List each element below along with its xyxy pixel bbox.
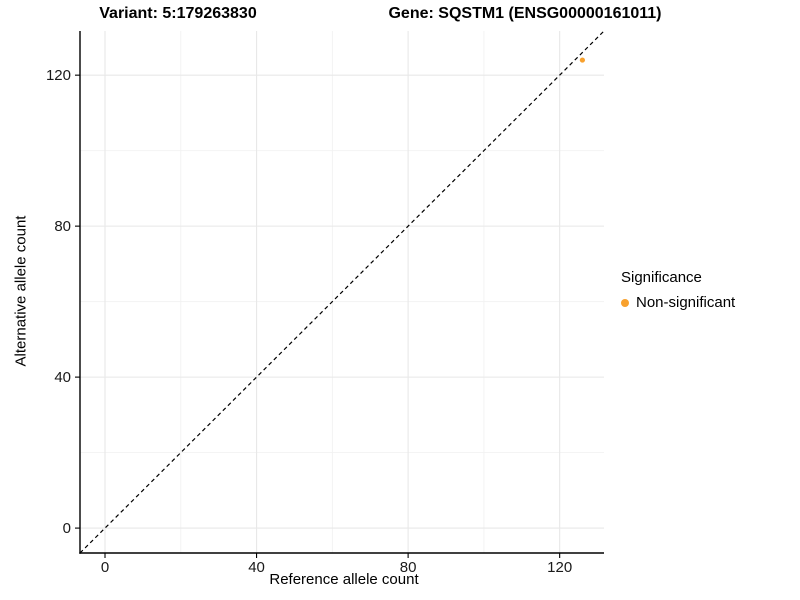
gene-title: Gene: SQSTM1 (ENSG00000161011) <box>388 5 662 22</box>
x-tick-label: 0 <box>101 559 109 576</box>
data-point <box>579 57 586 63</box>
y-tick-label: 80 <box>54 218 71 235</box>
identity-line <box>79 30 605 554</box>
y-tick-label: 120 <box>46 67 71 84</box>
legend-item-label: Non-significant <box>636 294 736 311</box>
x-axis-title: Reference allele count <box>269 571 419 588</box>
y-tick-label: 40 <box>54 369 71 386</box>
y-axis-title: Alternative allele count <box>12 215 30 367</box>
variant-title: Variant: 5:179263830 <box>99 5 257 22</box>
legend-item: Non-significant <box>621 294 735 311</box>
y-tick-label: 0 <box>63 520 71 537</box>
legend-title: Significance <box>621 269 702 286</box>
x-tick-label: 40 <box>248 559 265 576</box>
x-tick-label: 120 <box>547 559 572 576</box>
legend: Significance Non-significant <box>621 269 735 311</box>
legend-point-icon <box>621 298 629 307</box>
x-tick-label: 80 <box>400 559 417 576</box>
